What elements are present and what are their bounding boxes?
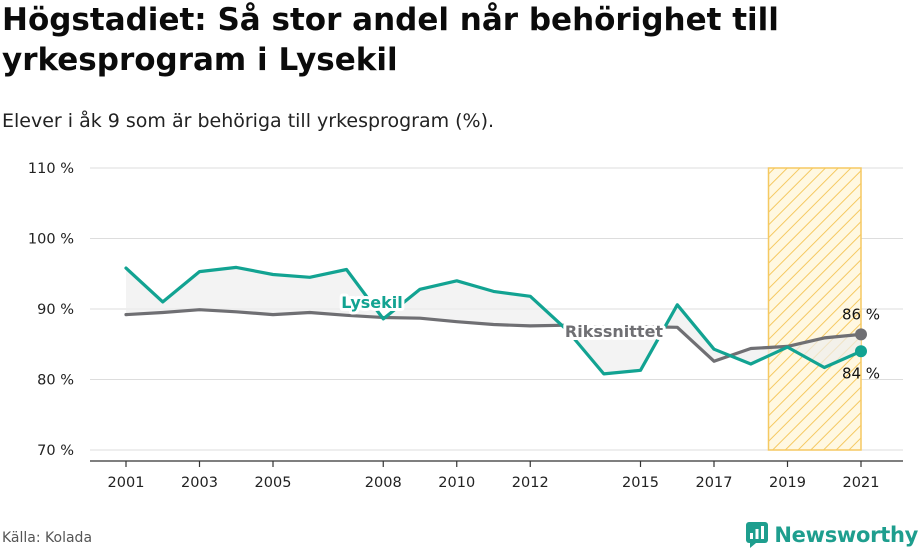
difference-fill — [126, 267, 861, 374]
y-tick-label: 70 % — [37, 443, 74, 459]
x-tick-label: 2021 — [843, 475, 880, 491]
chart-subtitle: Elever i åk 9 som är behöriga till yrkes… — [2, 110, 495, 132]
x-tick-label: 2015 — [622, 475, 659, 491]
highlight-band — [767, 167, 862, 451]
x-tick-label: 2010 — [438, 475, 475, 491]
x-tick-label: 2005 — [255, 475, 292, 491]
x-tick-label: 2019 — [769, 475, 806, 491]
brand-name: Newsworthy — [774, 523, 918, 547]
rikssnittet-line — [124, 308, 863, 363]
brand-logo: Newsworthy — [746, 519, 918, 551]
lysekil-end-label: 84 % — [842, 364, 880, 382]
x-axis: 2001 2003 2005 2008 2010 2012 2015 2017 2019 2021 — [90, 460, 903, 491]
y-tick-label: 110 % — [28, 161, 74, 177]
y-tick-label: 80 % — [37, 373, 74, 389]
y-tick-label: 100 % — [28, 232, 74, 248]
lysekil-end-point — [855, 345, 867, 358]
chart-title: Högstadiet: Så stor andel når behörighet… — [2, 2, 779, 78]
y-tick-label: 90 % — [37, 302, 74, 318]
x-tick-label: 2008 — [365, 475, 402, 491]
series-lines — [124, 265, 867, 376]
newsworthy-logo-icon — [746, 522, 769, 548]
rikssnittet-series-label: Rikssnittet — [565, 322, 664, 341]
lysekil-series-label: Lysekil — [341, 293, 403, 312]
x-tick-label: 2012 — [512, 475, 549, 491]
rikssnittet-end-label: 86 % — [842, 305, 880, 323]
data-labels: Lysekil Rikssnittet 86 % 84 % — [338, 290, 880, 382]
rikssnittet-end-point — [855, 328, 867, 341]
x-tick-label: 2017 — [696, 475, 733, 491]
x-tick-label: 2003 — [181, 475, 218, 491]
highlight-region — [767, 167, 862, 451]
difference-area — [126, 267, 861, 374]
source-note: Källa: Kolada — [2, 530, 93, 546]
lysekil-line — [124, 265, 863, 376]
x-tick-label: 2001 — [108, 475, 145, 491]
